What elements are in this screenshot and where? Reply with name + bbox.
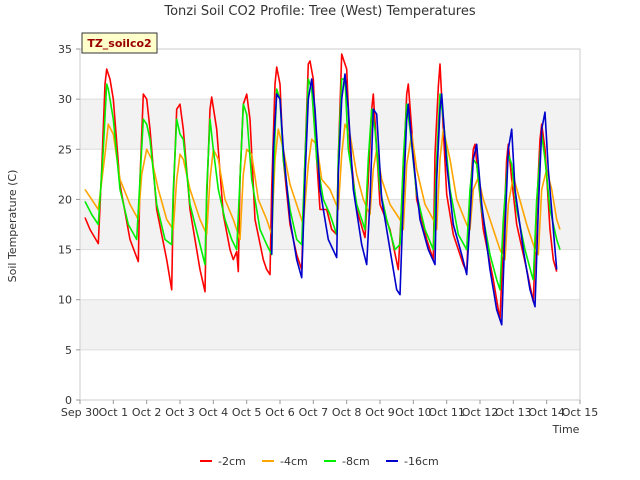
- plot-border: [79, 48, 581, 401]
- series-layer: [84, 53, 561, 326]
- y-tick-label: 0: [65, 394, 72, 407]
- x-tick-label: Oct 10: [395, 406, 432, 419]
- x-tick-label: Oct 13: [495, 406, 532, 419]
- x-tick-label: Oct 3: [165, 406, 195, 419]
- y-tick-label: 20: [58, 193, 72, 206]
- x-tick-label: Oct 9: [365, 406, 395, 419]
- x-tick-label: Oct 5: [232, 406, 262, 419]
- x-tick-label: Oct 15: [562, 406, 599, 419]
- x-tick-label: Oct 2: [132, 406, 162, 419]
- site-label: TZ_soilco2: [87, 37, 151, 50]
- series-line-minus-16cm: [270, 73, 558, 326]
- grid-band: [80, 99, 580, 150]
- x-axis: Sep 30 Oct 1 Oct 2 Oct 3 Oct 4 Oct 5 Oct 6 Oct …: [61, 400, 598, 419]
- y-tick-label: 30: [58, 93, 72, 106]
- y-tick-label: 10: [58, 294, 72, 307]
- y-tick-label: 25: [58, 143, 72, 156]
- x-tick-label: Oct 6: [265, 406, 295, 419]
- chart-title: Tonzi Soil CO2 Profile: Tree (West) Temp…: [163, 4, 476, 19]
- legend-label: -4cm: [280, 455, 308, 468]
- legend: -2cm -4cm -8cm -16cm: [200, 455, 439, 468]
- x-tick-label: Oct 7: [299, 406, 329, 419]
- x-tick-label: Oct 8: [332, 406, 362, 419]
- y-tick-label: 5: [65, 344, 72, 357]
- y-axis-label: Soil Temperature (C): [6, 170, 19, 283]
- legend-label: -8cm: [342, 455, 370, 468]
- x-tick-label: Oct 14: [528, 406, 565, 419]
- x-tick-label: Oct 4: [199, 406, 229, 419]
- legend-label: -2cm: [218, 455, 246, 468]
- site-label-box: TZ_soilco2: [81, 32, 158, 54]
- series-line-minus-4cm: [84, 123, 561, 261]
- plot-area: [79, 48, 581, 401]
- y-axis: 0 5 10 15 20 25 30 35: [58, 43, 80, 407]
- x-tick-label: Oct 1: [99, 406, 129, 419]
- x-tick-label: Oct 12: [462, 406, 499, 419]
- x-tick-label: Oct 11: [428, 406, 465, 419]
- y-tick-label: 15: [58, 244, 72, 257]
- x-tick-label: Sep 30: [61, 406, 99, 419]
- y-tick-label: 35: [58, 43, 72, 56]
- x-axis-label: Time: [552, 423, 580, 436]
- legend-label: -16cm: [404, 455, 439, 468]
- grid-band: [80, 299, 580, 350]
